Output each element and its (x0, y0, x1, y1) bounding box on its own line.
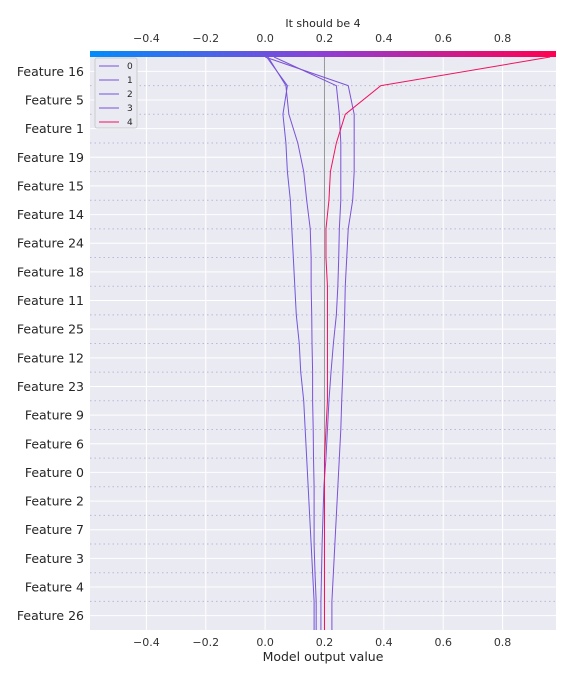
feature-label: Feature 24 (17, 236, 84, 251)
feature-label: Feature 11 (17, 293, 84, 308)
x-tick-label: 0.6 (434, 636, 452, 649)
feature-label: Feature 18 (17, 264, 84, 279)
x-tick-label: 0.8 (494, 636, 512, 649)
feature-label: Feature 15 (17, 178, 84, 193)
series-line-0 (273, 56, 342, 630)
feature-label: Feature 4 (25, 580, 84, 595)
top-tick-label: 0.2 (316, 32, 334, 45)
top-tick-label: 0.4 (375, 32, 393, 45)
series-group (264, 56, 551, 630)
bottom-tick-labels: −0.4 −0.2 0.0 0.2 0.4 0.6 0.8 (133, 636, 511, 649)
top-tick-label: 0.0 (256, 32, 274, 45)
feature-label: Feature 12 (17, 350, 84, 365)
legend-label: 0 (127, 62, 133, 72)
feature-label: Feature 3 (25, 551, 84, 566)
feature-label: Feature 16 (17, 64, 84, 79)
feature-label: Feature 2 (25, 494, 84, 509)
series-line-2 (266, 56, 315, 630)
top-tick-label: −0.4 (133, 32, 160, 45)
feature-label: Feature 14 (17, 207, 84, 222)
legend-label: 4 (127, 118, 133, 128)
grid (90, 57, 556, 630)
legend-box (94, 57, 138, 129)
legend-label: 3 (127, 104, 133, 114)
x-axis-title: Model output value (263, 649, 384, 664)
x-tick-label: 0.0 (256, 636, 274, 649)
colorbar (90, 51, 556, 57)
feature-label: Feature 1 (25, 121, 84, 136)
x-tick-label: −0.4 (133, 636, 160, 649)
legend: 0 1 2 3 4 (94, 57, 138, 129)
feature-label: Feature 7 (25, 522, 84, 537)
feature-labels: Feature 26 Feature 4 Feature 3 Feature 7 Fea… (17, 64, 84, 623)
colorbar-gradient (90, 51, 556, 57)
feature-label: Feature 6 (25, 436, 84, 451)
x-tick-label: 0.2 (316, 636, 334, 649)
x-tick-label: −0.2 (192, 636, 219, 649)
legend-label: 2 (127, 90, 133, 100)
series-line-3 (267, 56, 317, 630)
x-tick-label: 0.4 (375, 636, 393, 649)
feature-label: Feature 5 (25, 92, 84, 107)
feature-label: Feature 0 (25, 465, 84, 480)
series-line-4 (323, 56, 551, 630)
feature-label: Feature 9 (25, 408, 84, 423)
feature-label: Feature 19 (17, 150, 84, 165)
chart-title: It should be 4 (285, 17, 360, 30)
feature-label: Feature 23 (17, 379, 84, 394)
feature-label: Feature 26 (17, 608, 84, 623)
feature-label: Feature 25 (17, 322, 84, 337)
top-tick-label: −0.2 (192, 32, 219, 45)
top-tick-label: 0.6 (434, 32, 452, 45)
series-line-1 (264, 56, 355, 630)
legend-label: 1 (127, 76, 133, 86)
top-tick-labels: −0.4 −0.2 0.0 0.2 0.4 0.6 0.8 (133, 32, 511, 45)
top-tick-label: 0.8 (494, 32, 512, 45)
